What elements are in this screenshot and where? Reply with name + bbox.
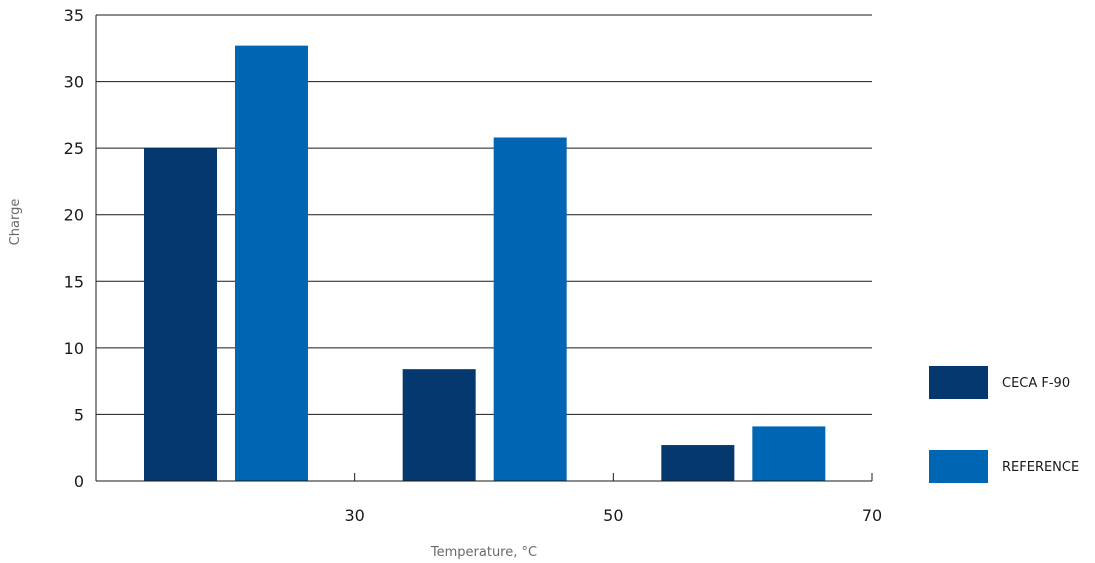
- legend: CECA F-90 REFERENCE: [929, 366, 1079, 483]
- bar-reference: [752, 426, 826, 481]
- legend-swatch: [929, 450, 988, 483]
- y-tick-label: 0: [74, 472, 84, 491]
- bar-ceca-f-90: [144, 148, 217, 481]
- legend-label: REFERENCE: [1002, 460, 1079, 475]
- x-tick-labels: 30 50 70: [344, 506, 882, 525]
- x-tick-label: 30: [344, 506, 364, 525]
- y-tick-label: 20: [64, 206, 84, 225]
- y-tick-label: 15: [64, 272, 84, 291]
- bar-reference: [235, 45, 308, 481]
- y-tick-label: 35: [64, 6, 84, 25]
- gridlines: [96, 14, 872, 415]
- y-tick-label: 10: [64, 339, 84, 358]
- y-tick-label: 5: [74, 405, 84, 424]
- bar-reference: [493, 137, 567, 481]
- bar-ceca-f-90: [661, 445, 735, 481]
- x-tick-label: 70: [862, 506, 882, 525]
- legend-swatch: [929, 366, 988, 399]
- y-tick-labels: 0 5 10 15 20 25 30 35: [64, 6, 84, 491]
- y-tick-label: 25: [64, 139, 84, 158]
- bars: [144, 45, 826, 481]
- bar-ceca-f-90: [402, 369, 476, 481]
- axes: [95, 15, 873, 482]
- y-axis-label: Charge: [8, 199, 23, 246]
- x-tick-label: 50: [603, 506, 623, 525]
- legend-label: CECA F-90: [1002, 376, 1070, 391]
- y-tick-label: 30: [64, 73, 84, 92]
- x-axis-label: Temperature, °C: [430, 545, 537, 560]
